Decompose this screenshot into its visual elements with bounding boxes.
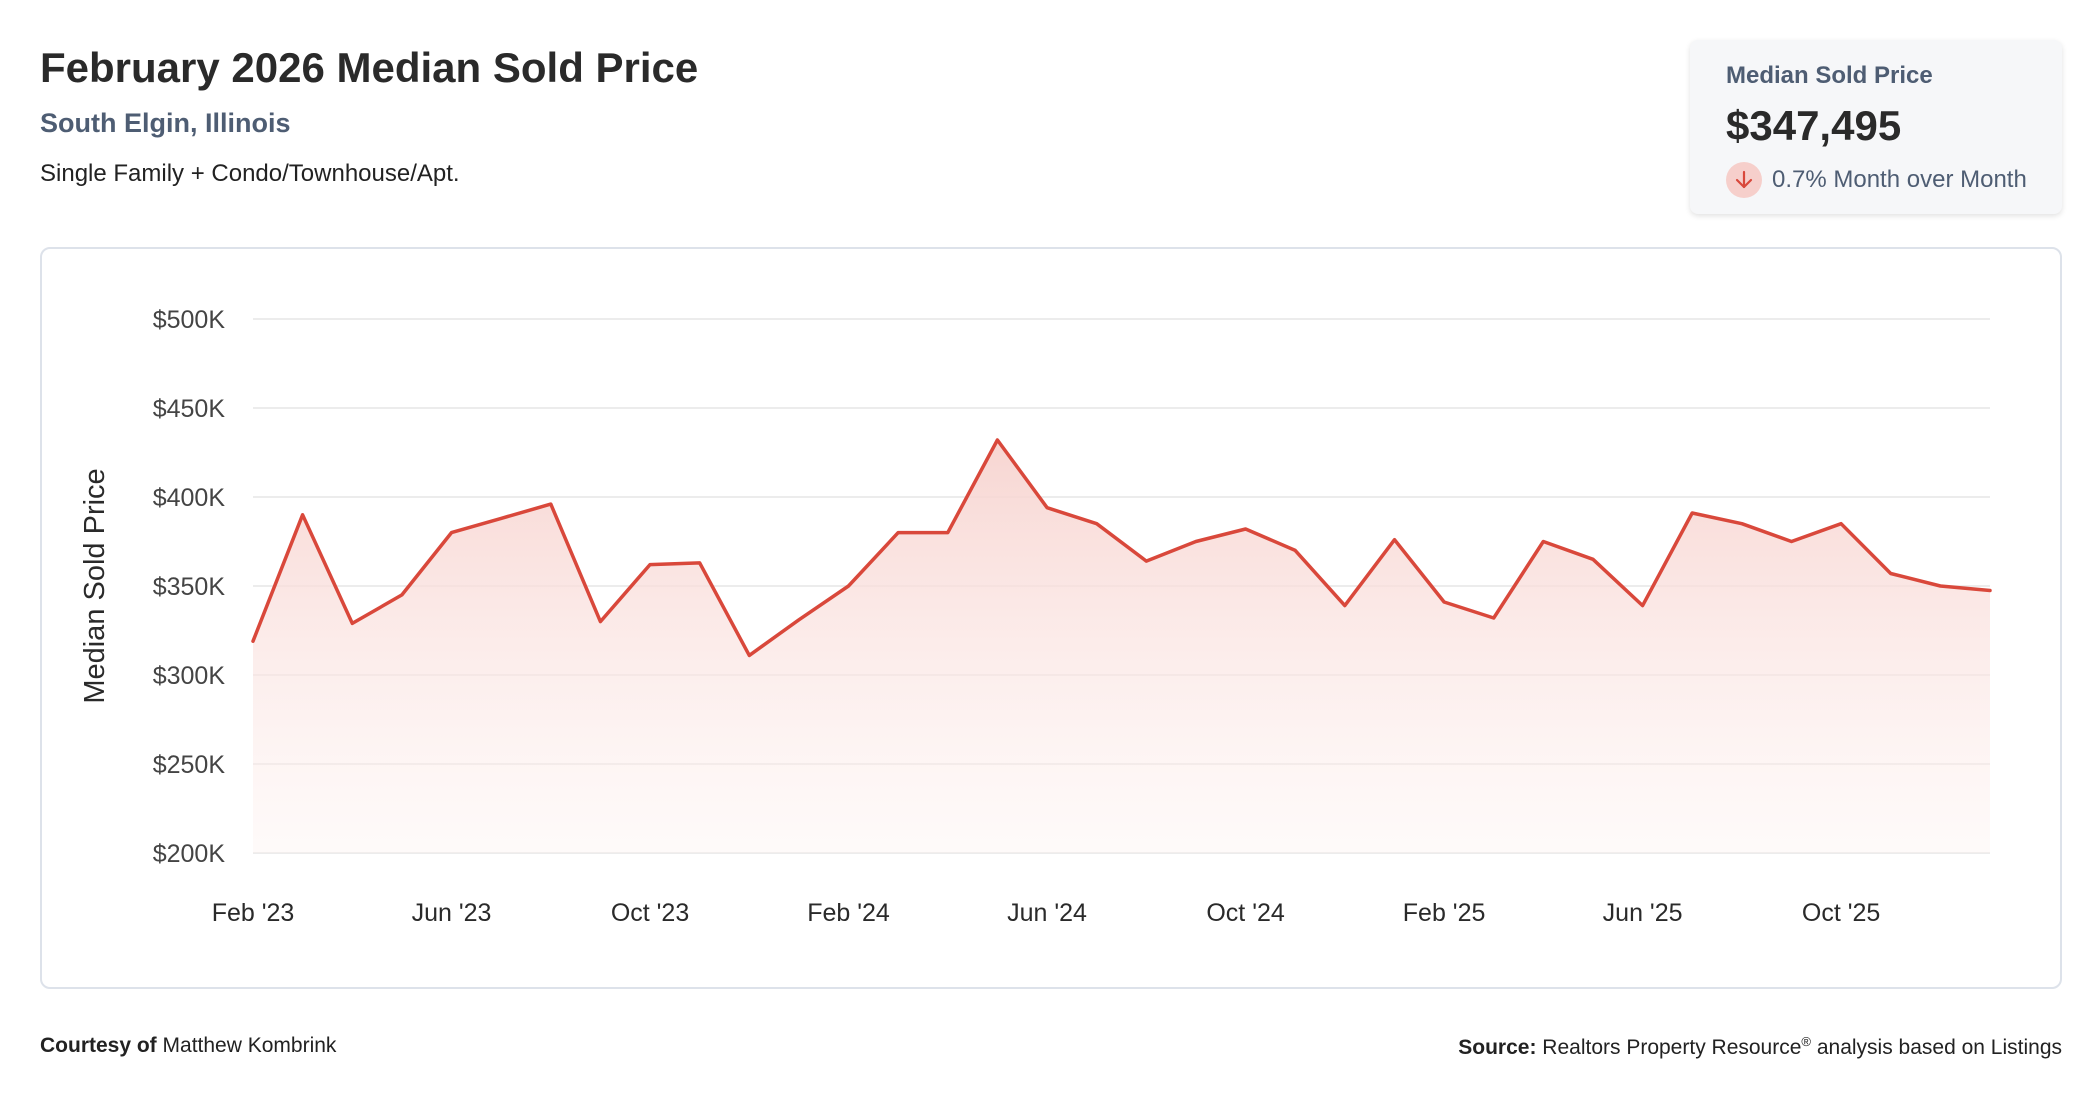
data-point [1293, 548, 1297, 552]
x-tick-label: Feb '25 [1403, 899, 1486, 927]
data-point [251, 639, 255, 643]
data-point [1789, 540, 1793, 544]
data-point [1889, 572, 1893, 576]
y-tick-label: $400K [153, 484, 226, 512]
data-point [499, 516, 503, 520]
registered-mark: ® [1801, 1034, 1811, 1049]
data-point [1194, 540, 1198, 544]
data-point [648, 563, 652, 567]
data-point [549, 502, 553, 506]
data-point [1343, 604, 1347, 608]
median-price-chart: $200K $250K $300K $350K $400K $450K $500K Feb '… [79, 306, 1992, 927]
data-point [1392, 538, 1396, 542]
data-point [995, 438, 999, 442]
data-point [301, 513, 305, 517]
data-point [896, 531, 900, 535]
data-point [1045, 506, 1049, 510]
y-tick-label: $500K [153, 306, 226, 334]
price-line [251, 438, 1992, 658]
source-credit: Source: Realtors Property Resource® anal… [1458, 1034, 2062, 1060]
y-tick-label: $450K [153, 395, 226, 423]
arrow-down-icon [1726, 162, 1762, 198]
stat-label: Median Sold Price [1726, 62, 1933, 89]
location-subtitle: South Elgin, Illinois [40, 108, 291, 138]
data-point [598, 620, 602, 624]
data-point [1541, 540, 1545, 544]
median-price-card: Median Sold Price $347,495 0.7% Month ov… [1690, 40, 2062, 214]
y-tick-label: $250K [153, 751, 226, 779]
courtesy-credit: Courtesy of Matthew Kombrink [40, 1034, 336, 1058]
courtesy-label: Courtesy of [40, 1034, 157, 1057]
price-area [253, 440, 1990, 853]
data-point [1442, 600, 1446, 604]
x-tick-label: Feb '23 [212, 899, 295, 927]
source-rest: analysis based on Listings [1816, 1036, 2062, 1059]
data-point [1839, 522, 1843, 526]
data-point [400, 593, 404, 597]
data-point [1591, 557, 1595, 561]
data-point [847, 584, 851, 588]
x-tick-label: Oct '24 [1206, 899, 1285, 927]
y-tick-label: $350K [153, 573, 226, 601]
data-point [1690, 511, 1694, 515]
data-point [946, 531, 950, 535]
source-label: Source: [1458, 1036, 1537, 1059]
stat-value: $347,495 [1726, 102, 1902, 149]
data-point [450, 531, 454, 535]
data-point [698, 561, 702, 565]
data-point [1740, 522, 1744, 526]
data-point [747, 653, 751, 657]
courtesy-name: Matthew Kombrink [162, 1034, 337, 1057]
data-point [1095, 522, 1099, 526]
data-point [350, 621, 354, 625]
data-point [1938, 584, 1942, 588]
data-point [797, 618, 801, 622]
y-tick-label: $200K [153, 840, 226, 868]
x-tick-label: Jun '23 [412, 899, 492, 927]
data-point [1641, 604, 1645, 608]
x-tick-label: Jun '25 [1603, 899, 1683, 927]
chart-container: $200K $250K $300K $350K $400K $450K $500K Feb '… [40, 247, 2062, 989]
source-name: Realtors Property Resource [1542, 1036, 1802, 1059]
x-tick-label: Jun '24 [1007, 899, 1087, 927]
data-point [1144, 559, 1148, 563]
x-tick-label: Oct '23 [611, 899, 689, 927]
property-types: Single Family + Condo/Townhouse/Apt. [40, 160, 460, 187]
stat-change-text: 0.7% Month over Month [1772, 166, 2027, 193]
y-axis-title: Median Sold Price [79, 468, 111, 703]
x-tick-label: Oct '25 [1802, 899, 1880, 927]
data-point [1244, 527, 1248, 531]
data-point [1988, 588, 1992, 592]
x-tick-label: Feb '24 [807, 899, 890, 927]
page-title: February 2026 Median Sold Price [40, 44, 699, 91]
stat-change: 0.7% Month over Month [1726, 162, 2027, 198]
data-point [1492, 616, 1496, 620]
y-tick-label: $300K [153, 662, 226, 690]
